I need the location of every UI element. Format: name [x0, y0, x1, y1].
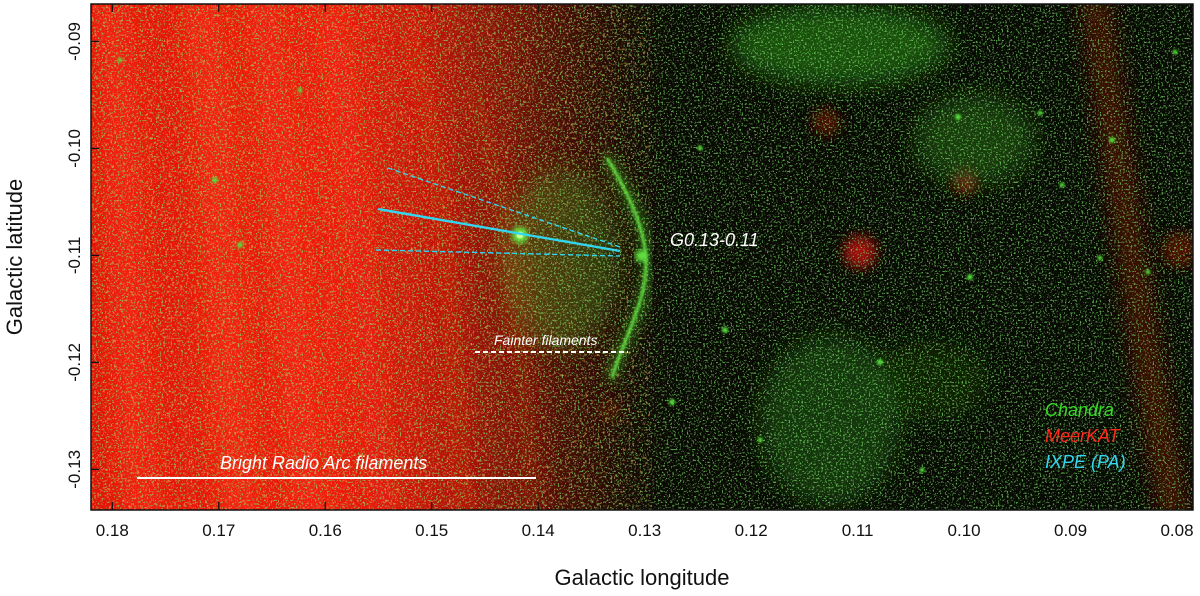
x-tick-label: 0.10	[948, 521, 981, 540]
y-axis: -0.09 -0.10 -0.11 -0.12 -0.13	[65, 22, 1193, 489]
x-tick-label: 0.12	[735, 521, 768, 540]
x-tick-label: 0.16	[309, 521, 342, 540]
pa-upper-bound	[387, 167, 621, 248]
x-tick-label: 0.17	[202, 521, 235, 540]
x-tick-label: 0.11	[842, 521, 874, 540]
pa-lower-bound	[375, 249, 621, 257]
legend-ixpe: IXPE (PA)	[1045, 452, 1126, 472]
x-tick-label: 0.15	[415, 521, 448, 540]
y-tick-label: -0.13	[65, 450, 84, 489]
x-tick-label: 0.08	[1160, 521, 1193, 540]
y-axis-title: Galactic latitude	[2, 179, 27, 336]
x-tick-label: 0.09	[1054, 521, 1087, 540]
source-label: G0.13-0.11	[670, 230, 759, 250]
y-tick-label: -0.12	[65, 343, 84, 382]
image-panel: G0.13-0.11 Fainter filaments Bright Radi…	[91, 4, 1193, 510]
polarization-angle	[375, 167, 621, 257]
pwn-bow-shock	[512, 152, 653, 382]
pa-best-fit-line	[377, 207, 621, 253]
x-axis-title: Galactic longitude	[555, 565, 730, 590]
point-sources	[117, 49, 1178, 473]
x-tick-label: 0.18	[96, 521, 129, 540]
y-tick-label: -0.10	[65, 129, 84, 168]
legend-chandra: Chandra	[1045, 400, 1114, 420]
x-axis: 0.18 0.17 0.16 0.15 0.14 0.13 0.12 0.11 0.10 0.09…	[96, 4, 1194, 540]
legend: Chandra MeerKAT IXPE (PA)	[1045, 400, 1126, 472]
plot-frame	[90, 3, 1194, 511]
legend-meerkat: MeerKAT	[1045, 426, 1122, 446]
fainter-filaments-label: Fainter filaments	[494, 332, 597, 348]
x-tick-label: 0.13	[628, 521, 661, 540]
bright-filaments-label: Bright Radio Arc filaments	[220, 453, 427, 473]
x-tick-label: 0.14	[522, 521, 555, 540]
y-tick-label: -0.09	[65, 22, 84, 61]
y-tick-label: -0.11	[65, 237, 84, 275]
